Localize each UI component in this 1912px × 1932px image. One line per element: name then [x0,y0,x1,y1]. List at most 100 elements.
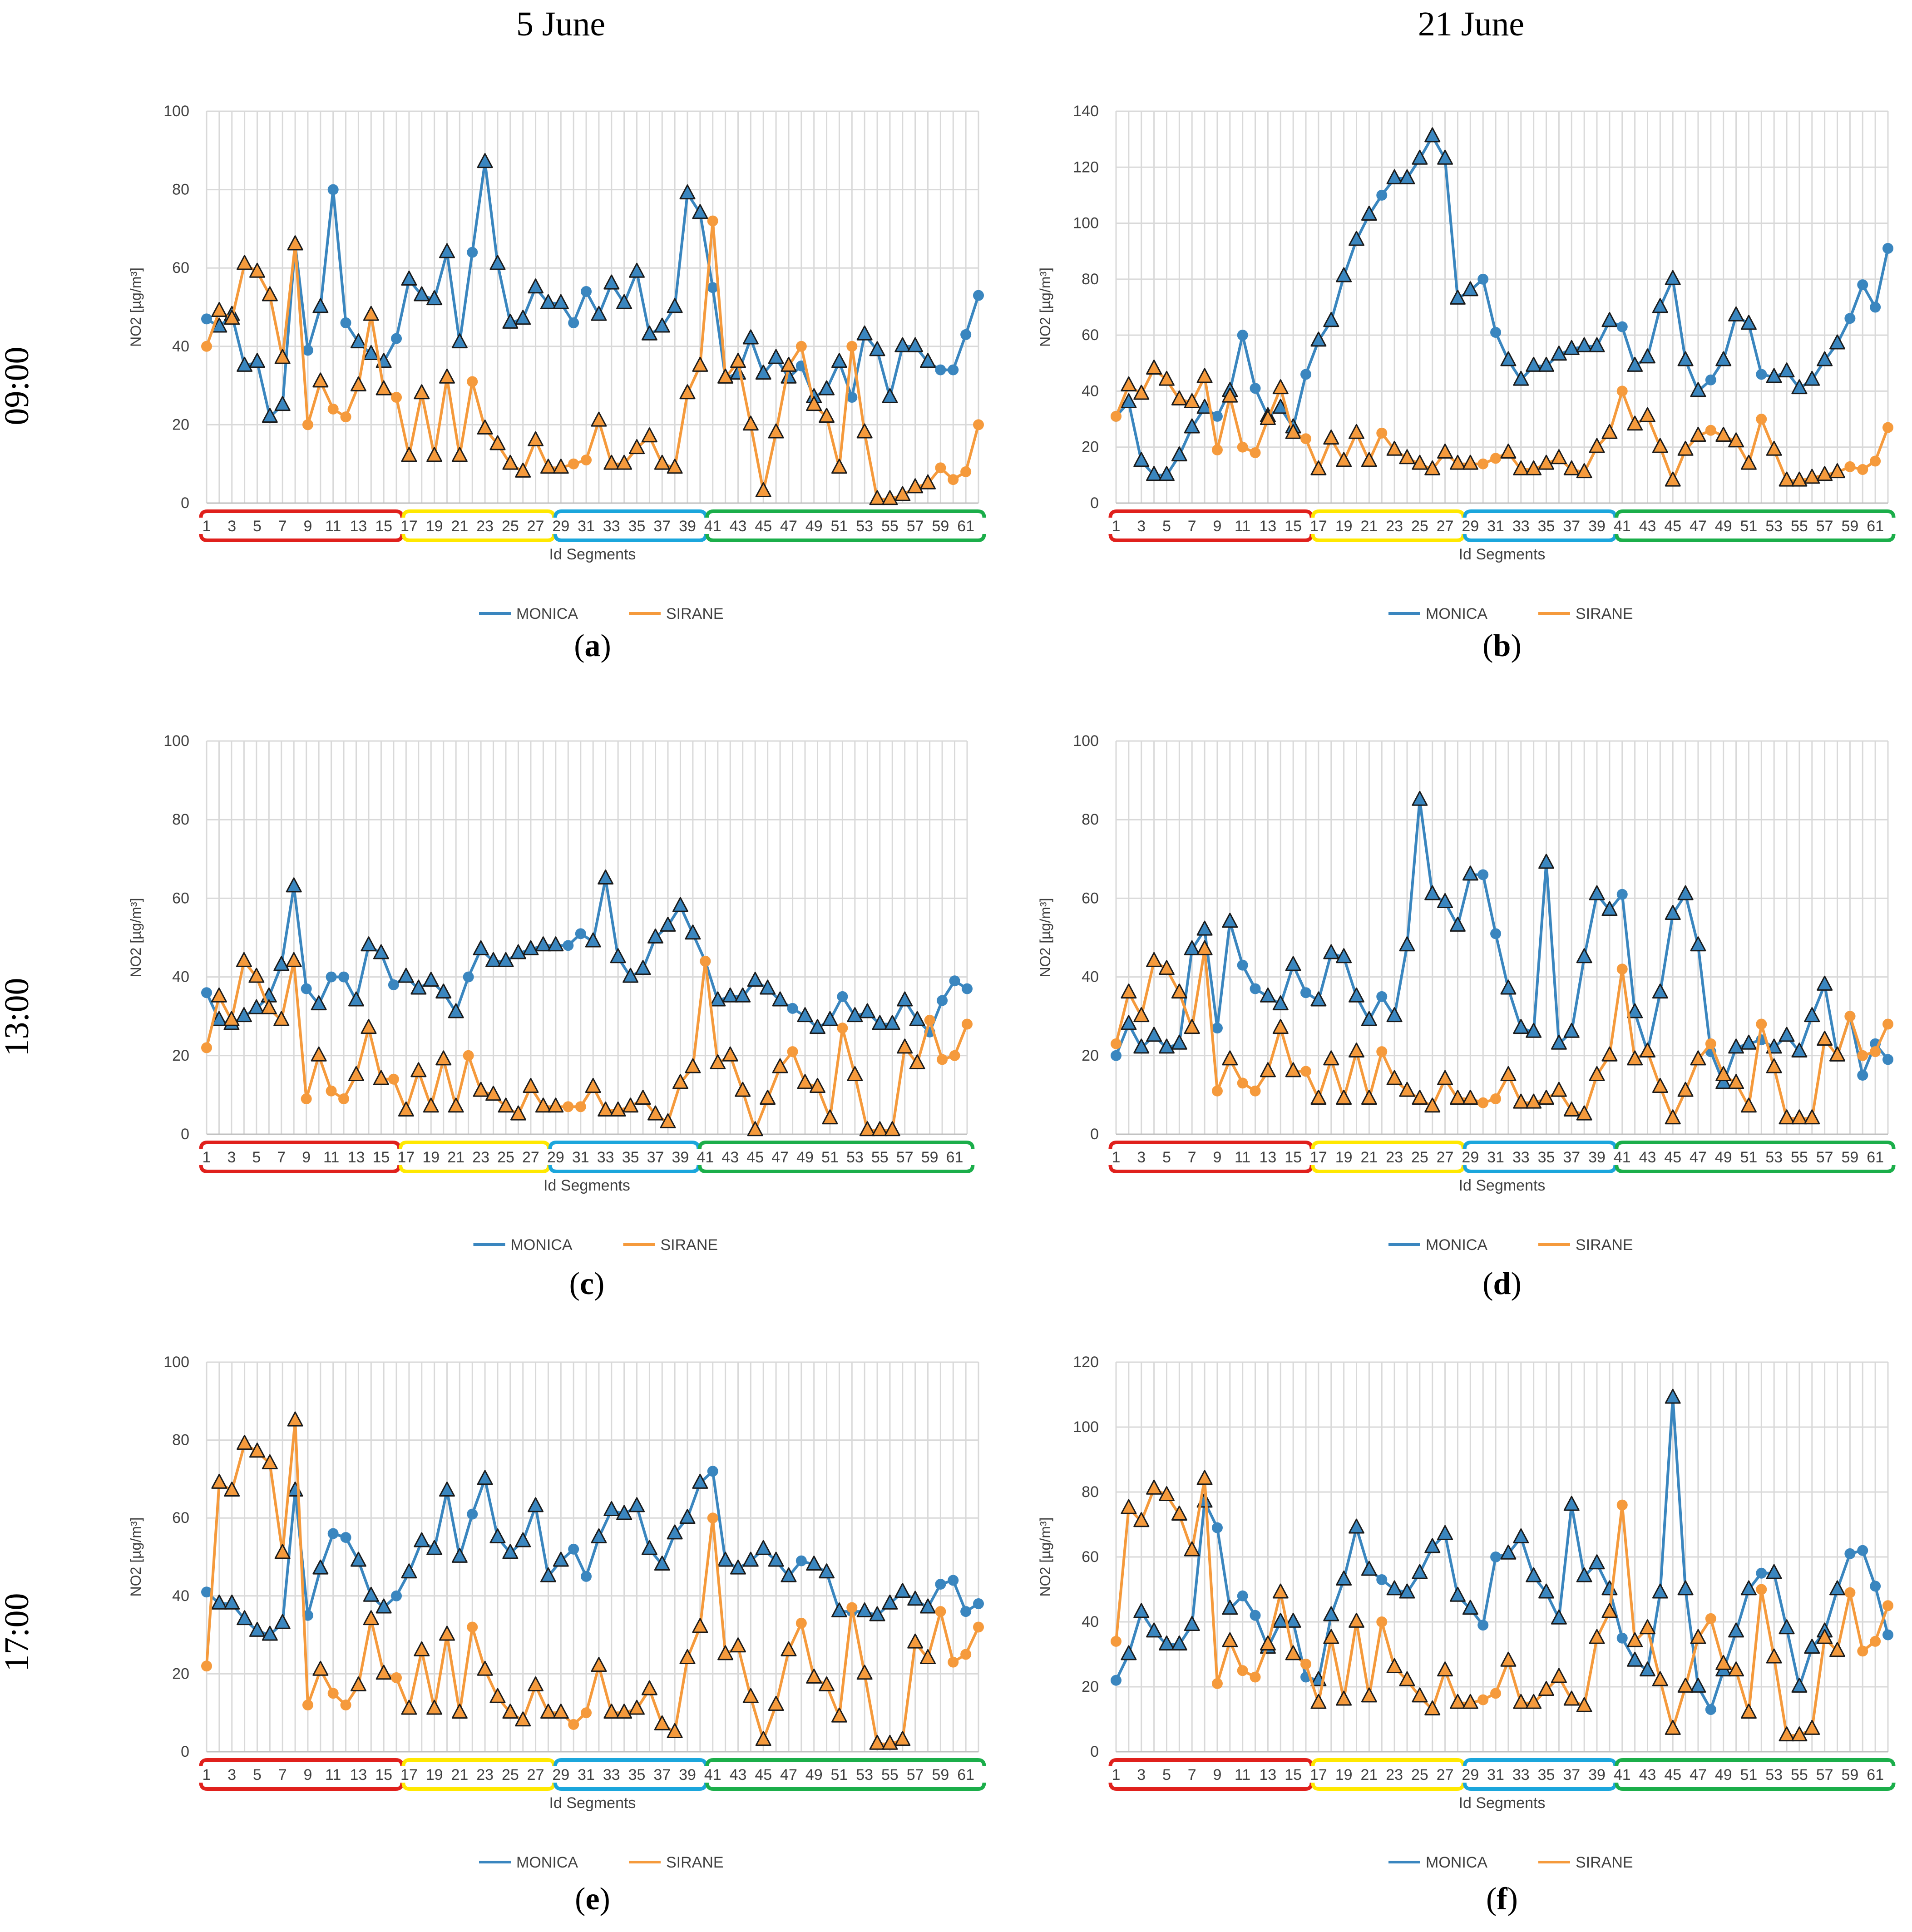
data-point-sirane [949,1050,960,1061]
data-point-sirane [1111,1636,1122,1647]
data-point-sirane [489,435,506,450]
data-point-monica [1146,1027,1162,1042]
data-point-monica [568,317,579,329]
x-tick-label: 47 [1690,518,1707,535]
x-tick-label: 41 [704,518,721,535]
x-tick-label: 47 [1690,1149,1707,1166]
data-point-monica [1336,948,1352,964]
data-point-sirane [327,403,339,415]
y-tick-label: 40 [1082,968,1099,986]
legend-label-sirane: SIRANE [1576,1236,1633,1254]
data-point-sirane [935,1606,946,1617]
x-tick-label: 47 [771,1149,789,1166]
data-point-sirane [1513,460,1529,475]
data-point-monica [1158,1635,1175,1650]
data-point-sirane [1386,1658,1403,1673]
data-point-sirane [1639,1619,1655,1635]
data-point-monica [1690,936,1706,952]
data-point-monica [1323,312,1339,327]
panel-label: (e) [575,1882,610,1917]
x-tick-label: 29 [1462,1766,1479,1784]
x-tick-label: 1 [203,1766,211,1784]
data-point-monica [1399,169,1415,184]
data-point-monica [401,270,417,286]
x-tick-label: 31 [578,1766,595,1784]
data-point-monica [1705,374,1716,385]
legend-label-monica: MONICA [1426,1854,1487,1871]
x-tick-label: 7 [278,518,287,535]
series-line-sirane [205,219,980,501]
x-tick-label: 59 [1841,518,1858,535]
data-point-sirane [363,1610,379,1626]
data-point-sirane [1211,444,1223,455]
data-point-sirane [502,455,519,470]
data-point-monica [616,1505,632,1520]
data-point-monica [1601,1580,1618,1596]
y-tick-label: 0 [1090,494,1099,512]
data-point-sirane [201,1660,212,1672]
x-tick-label: 53 [856,518,873,535]
legend-label-sirane: SIRANE [1576,605,1633,623]
data-point-sirane [1146,952,1162,967]
x-tick-label: 17 [400,518,418,535]
data-point-monica [361,936,377,952]
x-tick-label: 41 [704,1766,721,1784]
data-point-sirane [920,1649,936,1664]
data-point-monica [477,153,493,168]
data-point-monica [1576,1567,1592,1582]
data-point-sirane [1652,438,1668,453]
data-point-monica [1551,1609,1567,1625]
x-axis-label: Id Segments [1459,546,1546,563]
data-point-sirane [742,415,759,431]
data-point-sirane [1158,371,1175,386]
x-tick-label: 37 [653,518,671,535]
data-point-sirane [1222,387,1238,403]
data-point-sirane [361,1019,377,1034]
data-point-monica [1616,1632,1628,1644]
data-point-monica [1740,315,1757,330]
x-tick-label: 15 [1285,1149,1302,1166]
data-point-monica [667,298,683,313]
data-point-monica [1285,1612,1301,1628]
series-line-sirane [1115,948,1889,1120]
x-tick-label: 3 [1137,1149,1146,1166]
data-point-sirane [1260,1062,1276,1077]
data-point-monica [935,1579,946,1590]
segment-group-bracket-bottom [698,1165,975,1173]
data-point-sirane [312,1660,329,1676]
data-point-monica [1882,243,1893,254]
data-point-sirane [498,1097,514,1113]
data-point-sirane [301,1093,312,1105]
data-point-monica [1323,944,1339,959]
data-point-sirane [806,1668,822,1684]
data-point-sirane [1250,447,1261,459]
data-point-sirane [894,486,911,501]
data-point-monica [948,364,959,376]
data-point-sirane [647,1105,664,1121]
data-point-monica [1589,337,1605,352]
x-tick-label: 15 [1285,1766,1302,1784]
data-point-monica [1323,1606,1339,1621]
data-point-sirane [672,1074,688,1089]
data-point-sirane [502,1704,519,1719]
x-tick-label: 39 [1588,1766,1606,1784]
segment-group-bracket-top [401,509,556,518]
data-point-sirane [1477,1097,1489,1108]
segment-group-bracket-top [1615,1141,1896,1149]
data-point-monica [1237,959,1248,971]
data-point-monica [1563,1496,1580,1511]
data-point-sirane [261,999,277,1014]
segment-group-bracket-bottom [1311,534,1465,542]
data-point-sirane [273,1011,290,1026]
data-point-sirane [414,384,430,400]
data-point-monica [540,1567,556,1582]
x-tick-label: 23 [1386,1766,1403,1784]
data-point-monica [1538,1583,1555,1599]
x-tick-label: 45 [1664,1766,1681,1784]
row-title-1700: 17:00 [0,1593,36,1671]
x-tick-label: 19 [1335,1149,1353,1166]
data-point-sirane [1766,1058,1782,1073]
column-title-21-june: 21 June [1418,5,1524,43]
x-tick-label: 3 [1137,518,1146,535]
